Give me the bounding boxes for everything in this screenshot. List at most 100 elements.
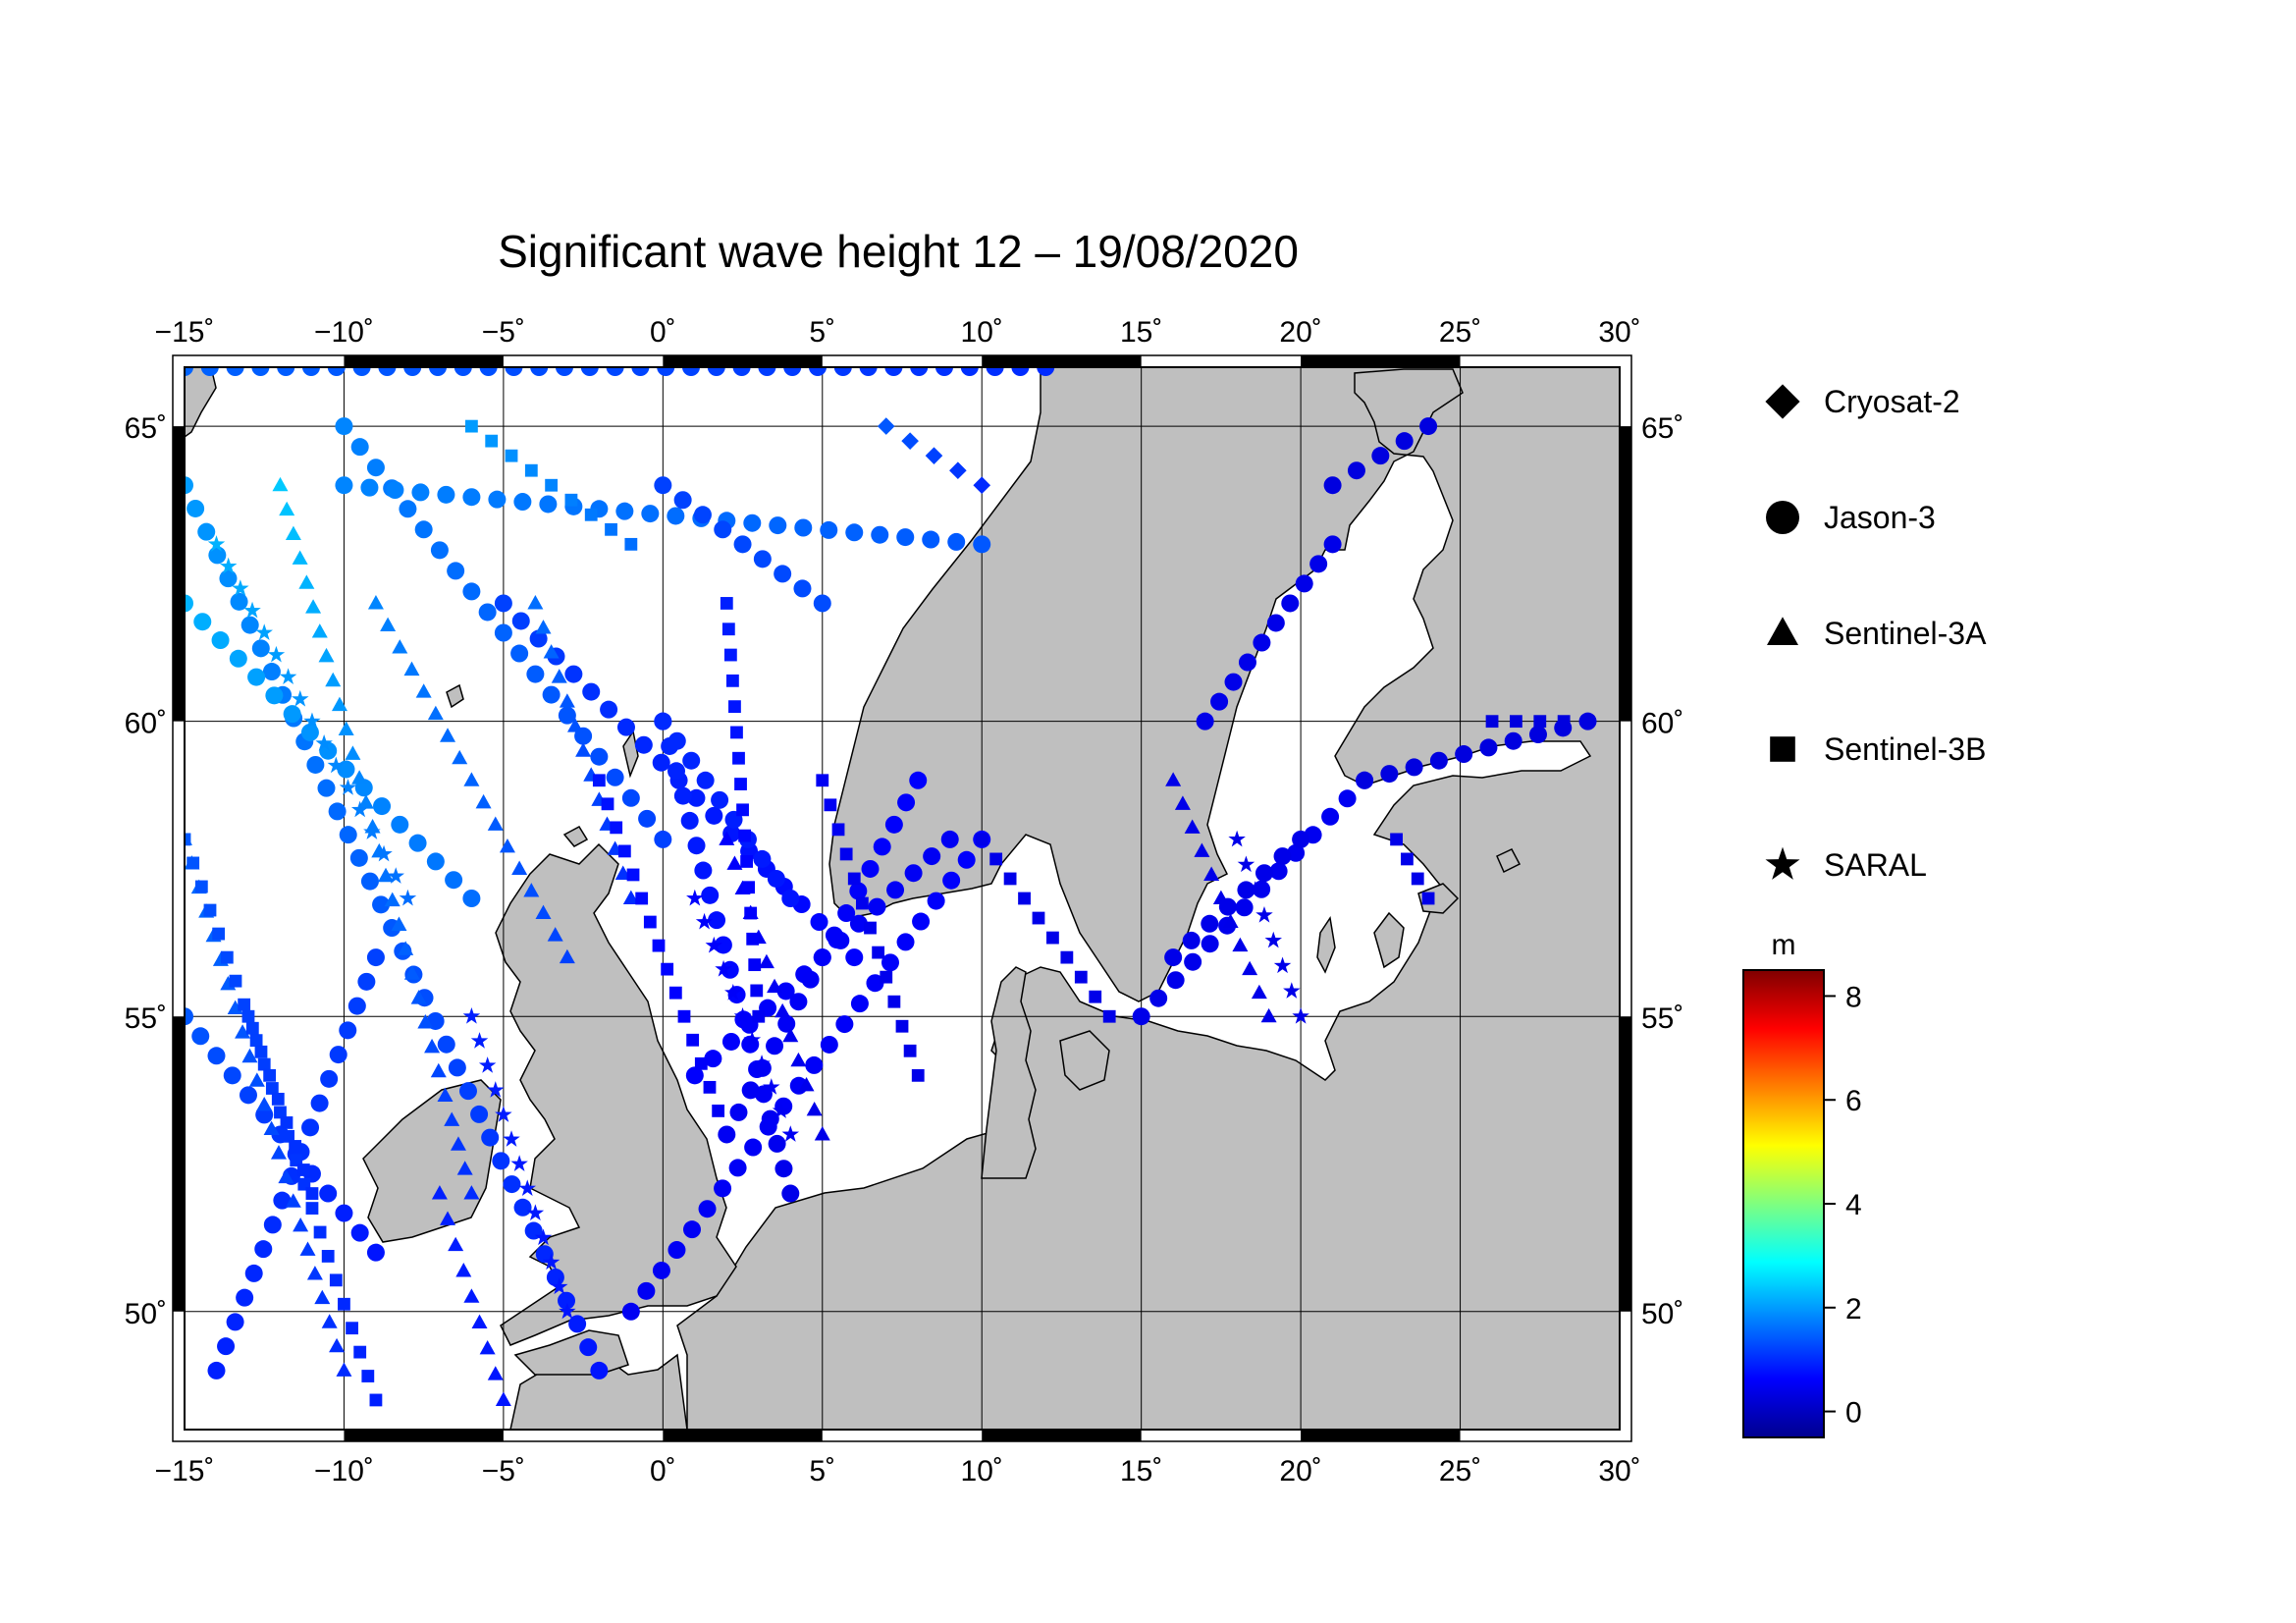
track-point bbox=[564, 493, 578, 507]
legend-item-sentinel-3b: Sentinel-3B bbox=[1770, 731, 1986, 767]
track-point bbox=[335, 1204, 353, 1222]
land-zealand bbox=[1059, 1030, 1110, 1091]
track-point bbox=[487, 816, 504, 831]
track-point bbox=[793, 579, 812, 598]
track-point bbox=[185, 367, 193, 376]
track-point bbox=[782, 1027, 799, 1043]
track-point bbox=[631, 367, 650, 376]
track-point bbox=[335, 476, 353, 495]
track-point bbox=[801, 970, 820, 989]
land-great-britain bbox=[495, 842, 737, 1346]
track-point bbox=[816, 774, 829, 787]
track-point bbox=[329, 1273, 343, 1287]
track-point bbox=[444, 1111, 460, 1126]
track-point bbox=[1246, 881, 1264, 897]
track-point bbox=[947, 532, 966, 551]
track-point bbox=[399, 889, 417, 906]
track-point bbox=[606, 768, 624, 786]
track-point bbox=[610, 821, 623, 835]
outer-border bbox=[172, 354, 1632, 1442]
track-point bbox=[912, 912, 931, 931]
track-point bbox=[392, 639, 408, 654]
track-point bbox=[229, 974, 242, 988]
track-point bbox=[279, 668, 297, 685]
track-point bbox=[386, 481, 404, 500]
track-point bbox=[363, 823, 381, 839]
track-point bbox=[776, 982, 795, 1001]
track-point bbox=[897, 793, 916, 812]
track-point bbox=[654, 476, 672, 495]
track-point bbox=[1237, 855, 1255, 873]
track-point bbox=[720, 597, 733, 610]
track-point bbox=[1201, 914, 1219, 933]
track-point bbox=[682, 367, 700, 376]
graticule bbox=[185, 367, 1620, 1430]
track-point bbox=[387, 867, 404, 884]
frame-bar bbox=[1301, 1430, 1461, 1441]
track-point bbox=[973, 535, 991, 554]
track-point bbox=[203, 903, 217, 917]
track-point bbox=[1242, 960, 1258, 976]
track-point bbox=[728, 1159, 747, 1177]
track-point bbox=[255, 623, 273, 640]
track-point bbox=[720, 1128, 733, 1141]
track-jason-3 bbox=[335, 417, 672, 848]
track-point bbox=[244, 1264, 263, 1282]
track-point bbox=[445, 871, 463, 890]
track-point bbox=[708, 911, 726, 930]
track-point bbox=[896, 933, 915, 951]
track-point bbox=[263, 1120, 280, 1135]
track-point bbox=[1203, 866, 1220, 881]
track-point bbox=[238, 998, 251, 1011]
track-point bbox=[759, 1117, 777, 1136]
circle-icon bbox=[1766, 501, 1799, 534]
track-point bbox=[448, 1058, 466, 1077]
frame-bar bbox=[173, 1016, 185, 1312]
track-point bbox=[1237, 881, 1255, 899]
track-point bbox=[1196, 712, 1214, 730]
track-point bbox=[721, 1032, 740, 1051]
track-point bbox=[290, 1154, 303, 1167]
track-point bbox=[813, 594, 831, 613]
track-point bbox=[730, 726, 743, 739]
track-point bbox=[767, 978, 783, 994]
track-sentinel-3b bbox=[816, 774, 925, 1082]
track-point bbox=[298, 574, 315, 589]
track-point bbox=[558, 1291, 576, 1310]
track-point bbox=[667, 507, 685, 525]
track-point bbox=[280, 1116, 294, 1129]
track-point bbox=[1255, 864, 1273, 883]
track-point bbox=[866, 974, 884, 993]
track-point bbox=[781, 1125, 800, 1142]
track-point bbox=[693, 506, 712, 524]
track-point bbox=[1018, 892, 1031, 905]
track-point bbox=[378, 367, 397, 376]
track-point bbox=[478, 603, 497, 622]
track-point bbox=[350, 1223, 369, 1242]
track-point bbox=[1356, 771, 1374, 789]
track-point bbox=[1292, 830, 1310, 848]
track-point bbox=[559, 1302, 576, 1320]
track-point bbox=[346, 1322, 358, 1335]
track-point bbox=[638, 809, 657, 828]
track-point bbox=[910, 367, 929, 376]
land-denmark bbox=[981, 966, 1037, 1179]
track-point bbox=[861, 859, 880, 878]
track-point bbox=[701, 886, 720, 904]
track-saral bbox=[207, 535, 417, 906]
track-point bbox=[600, 700, 618, 719]
track-point bbox=[726, 674, 739, 687]
track-point bbox=[475, 793, 492, 809]
track-point bbox=[880, 970, 893, 984]
track-point bbox=[431, 1185, 448, 1200]
track-point bbox=[430, 541, 449, 560]
track-point bbox=[558, 706, 576, 725]
track-point bbox=[1224, 673, 1243, 691]
track-point bbox=[1264, 931, 1283, 948]
track-point bbox=[601, 797, 614, 811]
land-hiiumaa bbox=[1496, 848, 1522, 874]
track-sentinel-3b bbox=[1485, 715, 1594, 729]
track-point bbox=[403, 661, 420, 676]
track-point bbox=[546, 1268, 564, 1286]
track-point bbox=[279, 501, 295, 516]
